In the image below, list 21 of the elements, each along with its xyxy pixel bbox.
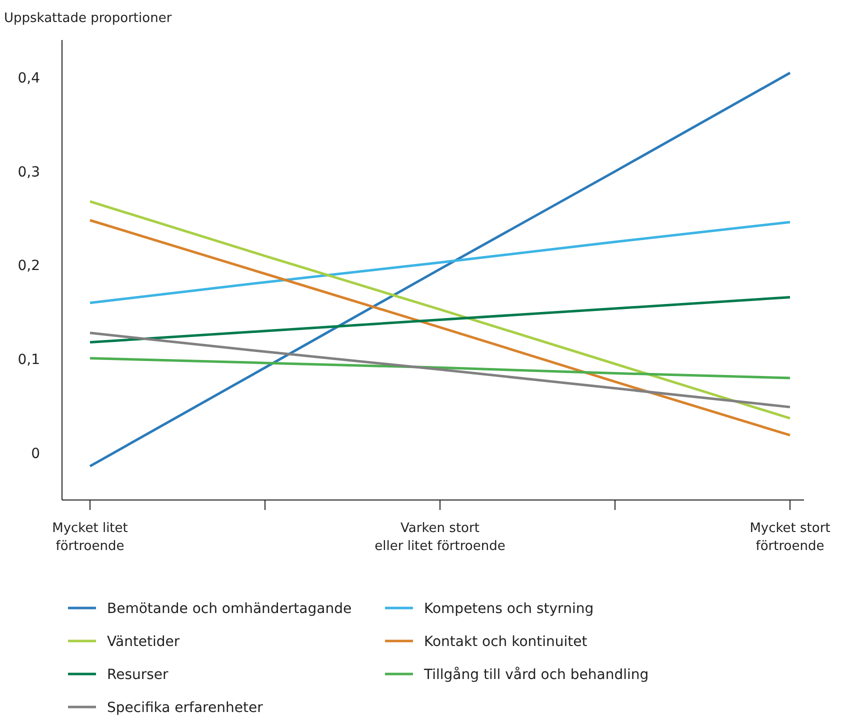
legend-label: Tillgång till vård och behandling xyxy=(423,666,649,683)
y-tick-label: 0,1 xyxy=(18,352,40,368)
line-series xyxy=(88,296,792,344)
x-tick-label: Mycket stort förtroende xyxy=(750,521,830,554)
legend-label: Väntetider xyxy=(107,634,180,650)
y-tick-label: 0,4 xyxy=(18,70,40,86)
y-tick-label: 0,3 xyxy=(18,164,40,180)
legend-label: Specifika erfarenheter xyxy=(107,700,264,716)
line-series xyxy=(88,332,792,408)
legend-label: Kompetens och styrning xyxy=(424,600,594,617)
legend-label: Kontakt och kontinuitet xyxy=(424,634,588,650)
x-tick-label: Mycket litet förtroende xyxy=(52,521,128,554)
x-tick-label: Varken stort eller litet förtroende xyxy=(374,521,506,554)
y-tick-label: 0,2 xyxy=(18,258,40,274)
legend-label: Resurser xyxy=(107,666,169,683)
legend-label: Bemötande och omhändertagande xyxy=(107,600,352,617)
line-series xyxy=(88,72,792,468)
y-tick-label: 0 xyxy=(31,446,40,462)
line-series xyxy=(88,356,792,380)
line-series xyxy=(88,220,792,304)
y-axis-title: Uppskattade proportioner xyxy=(4,11,172,26)
